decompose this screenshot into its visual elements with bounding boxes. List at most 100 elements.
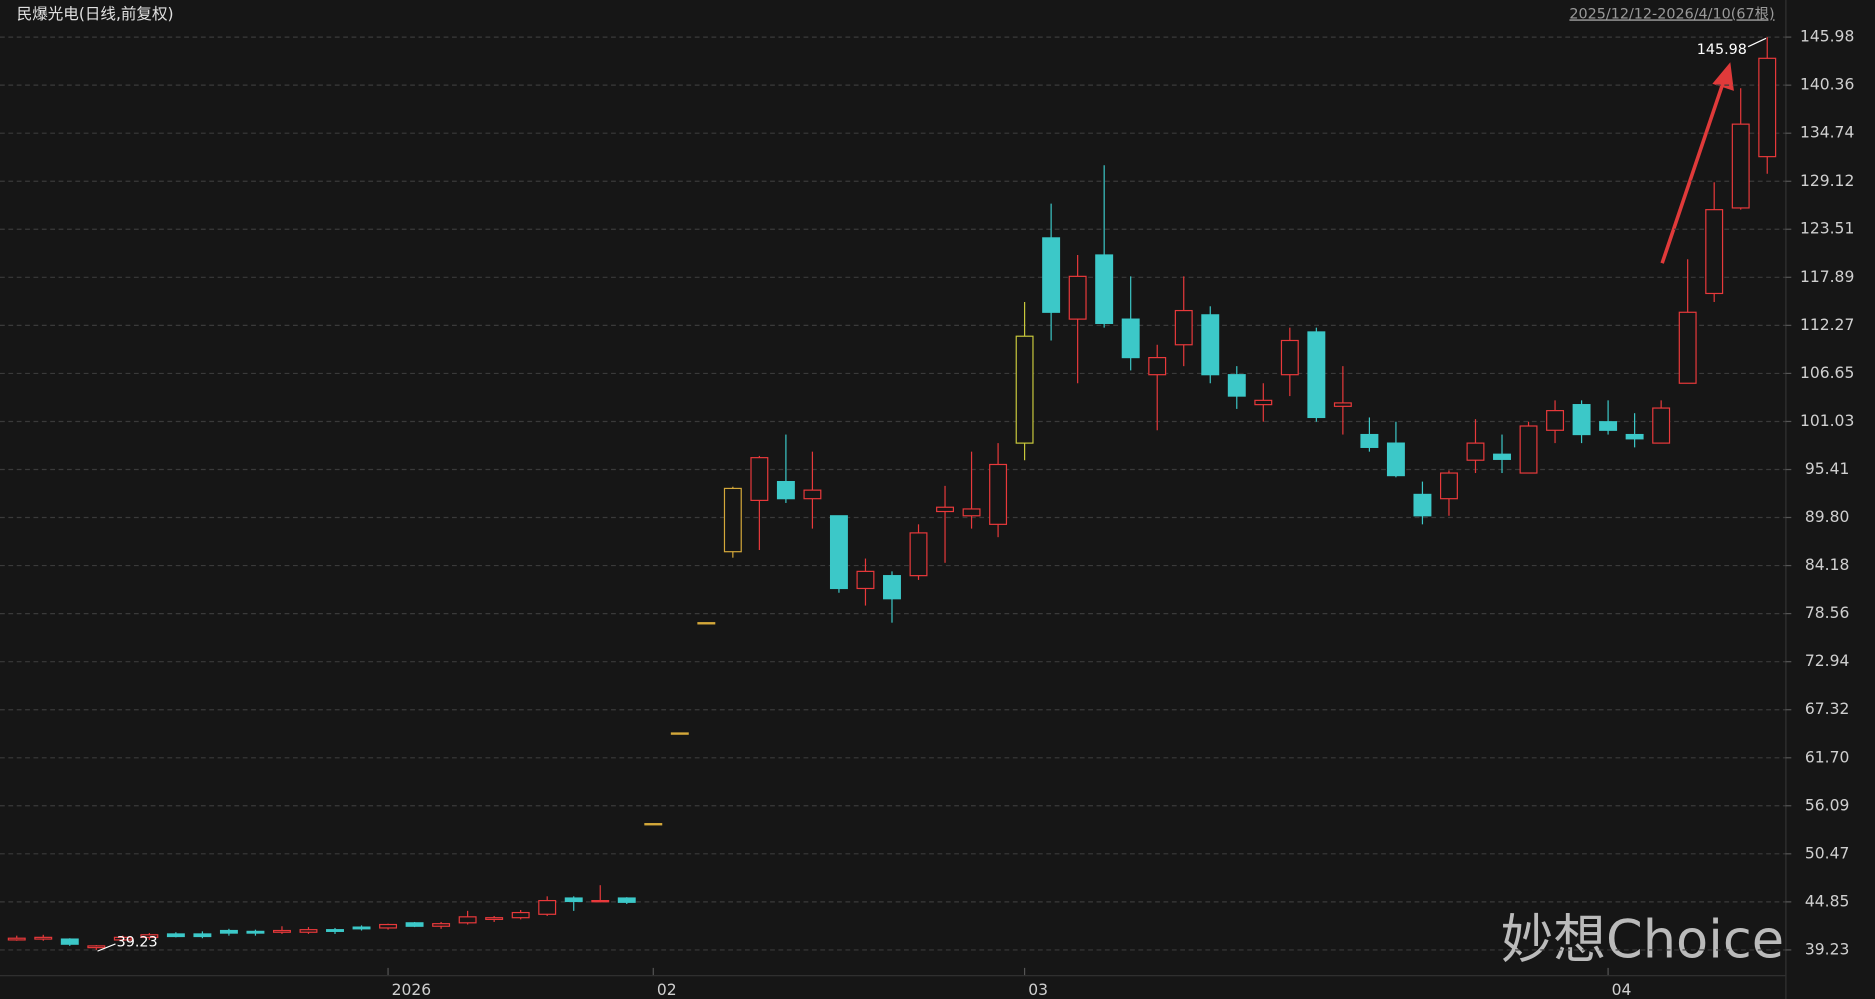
candle-body xyxy=(670,732,689,735)
y-tick-label: 134.74 xyxy=(1800,124,1854,142)
candle-body xyxy=(1519,425,1538,474)
candle-body xyxy=(1307,331,1326,419)
annotation-pointer xyxy=(97,943,116,952)
candle-body xyxy=(7,937,26,941)
candle-body xyxy=(272,929,291,933)
watermark: 妙想Choice xyxy=(1501,909,1784,970)
candle-body xyxy=(1758,57,1777,158)
candle-body xyxy=(1572,404,1591,436)
y-tick-label: 129.12 xyxy=(1800,172,1854,190)
candle-body xyxy=(829,515,848,590)
candle-body xyxy=(113,936,132,941)
x-tick-label: 2026 xyxy=(392,981,432,999)
y-tick-label: 140.36 xyxy=(1800,76,1854,94)
annotation: 145.98 xyxy=(1697,42,1747,58)
candle-body xyxy=(1386,442,1405,477)
candle-body xyxy=(1466,442,1485,461)
candle-body xyxy=(1333,402,1352,407)
candle-body xyxy=(723,487,742,553)
y-tick-label: 101.03 xyxy=(1800,412,1854,430)
candle-body xyxy=(856,570,875,590)
candle-body xyxy=(299,929,318,933)
candle-body xyxy=(34,936,53,940)
y-tick-label: 106.65 xyxy=(1800,364,1854,382)
candle-body xyxy=(166,933,185,938)
y-tick-label: 67.32 xyxy=(1805,700,1849,718)
candle-body xyxy=(1148,356,1167,376)
candle-body xyxy=(538,899,557,915)
candle-body xyxy=(1360,433,1379,448)
trend-arrow xyxy=(1660,62,1734,264)
candle-body xyxy=(1121,318,1140,359)
date-range: 2025/12/12-2026/4/10(67根) xyxy=(1569,5,1774,22)
candle-body xyxy=(193,933,212,938)
candle-body xyxy=(989,463,1008,525)
chart-title: 民爆光电(日线,前复权) xyxy=(17,4,174,23)
x-tick-label: 02 xyxy=(657,981,677,999)
y-tick-label: 117.89 xyxy=(1800,268,1854,286)
candle-body xyxy=(432,923,451,927)
candle-body xyxy=(1174,309,1193,346)
candle-body xyxy=(87,945,106,949)
candle-body xyxy=(803,489,822,500)
candle-body xyxy=(485,917,504,921)
y-tick-label: 89.80 xyxy=(1805,508,1849,526)
y-tick-label: 39.23 xyxy=(1805,940,1849,958)
candle-body xyxy=(379,923,398,929)
candle-body xyxy=(697,622,716,625)
candle-body xyxy=(1227,374,1246,397)
candle-body xyxy=(1705,209,1724,295)
candle-body xyxy=(1042,237,1061,313)
candle-body xyxy=(1068,275,1087,320)
y-tick-label: 145.98 xyxy=(1800,28,1854,46)
candle-body xyxy=(564,897,583,903)
y-tick-label: 72.94 xyxy=(1805,652,1850,670)
x-tick-label: 03 xyxy=(1028,981,1048,999)
candle-body xyxy=(1678,311,1697,384)
y-tick-label: 123.51 xyxy=(1800,220,1854,238)
y-tick-label: 56.09 xyxy=(1805,796,1849,814)
candle-body xyxy=(617,897,636,903)
candle-body xyxy=(750,457,769,501)
candle-body xyxy=(1546,410,1565,431)
candle-body xyxy=(1015,335,1034,444)
candle-body xyxy=(591,899,610,903)
candle-body xyxy=(1095,254,1114,324)
candle-body xyxy=(405,922,424,927)
candle-body xyxy=(1599,421,1618,431)
annotation: 39.23 xyxy=(117,935,158,951)
candle-body xyxy=(246,930,265,934)
candle-body xyxy=(1493,453,1511,460)
candle-body xyxy=(219,929,238,934)
candle-body xyxy=(60,938,79,945)
y-tick-label: 95.41 xyxy=(1805,460,1849,478)
y-tick-label: 61.70 xyxy=(1805,748,1849,766)
y-tick-label: 78.56 xyxy=(1805,604,1849,622)
candle-body xyxy=(776,480,795,500)
y-tick-label: 44.85 xyxy=(1805,892,1849,910)
candle-body xyxy=(511,911,530,919)
candle-body xyxy=(1201,314,1220,376)
candle-body xyxy=(883,575,901,600)
candle-body xyxy=(1254,399,1273,406)
candle-body xyxy=(1439,472,1458,500)
candle-body xyxy=(326,929,344,932)
candle-body xyxy=(1280,339,1299,376)
candle-body xyxy=(458,916,477,924)
candle-body xyxy=(936,506,955,513)
annotation-pointer xyxy=(1747,37,1767,48)
candle-body xyxy=(644,823,663,826)
candle-body xyxy=(352,926,371,930)
y-tick-label: 84.18 xyxy=(1805,556,1849,574)
candle-body xyxy=(1625,433,1644,440)
y-tick-label: 112.27 xyxy=(1800,316,1854,334)
candle-body xyxy=(962,508,981,517)
candle-body xyxy=(1413,493,1432,517)
candle-body xyxy=(140,934,159,938)
candle-body xyxy=(1652,407,1671,444)
x-tick-label: 04 xyxy=(1612,981,1632,999)
y-tick-label: 50.47 xyxy=(1805,844,1849,862)
candle-body xyxy=(909,532,928,577)
